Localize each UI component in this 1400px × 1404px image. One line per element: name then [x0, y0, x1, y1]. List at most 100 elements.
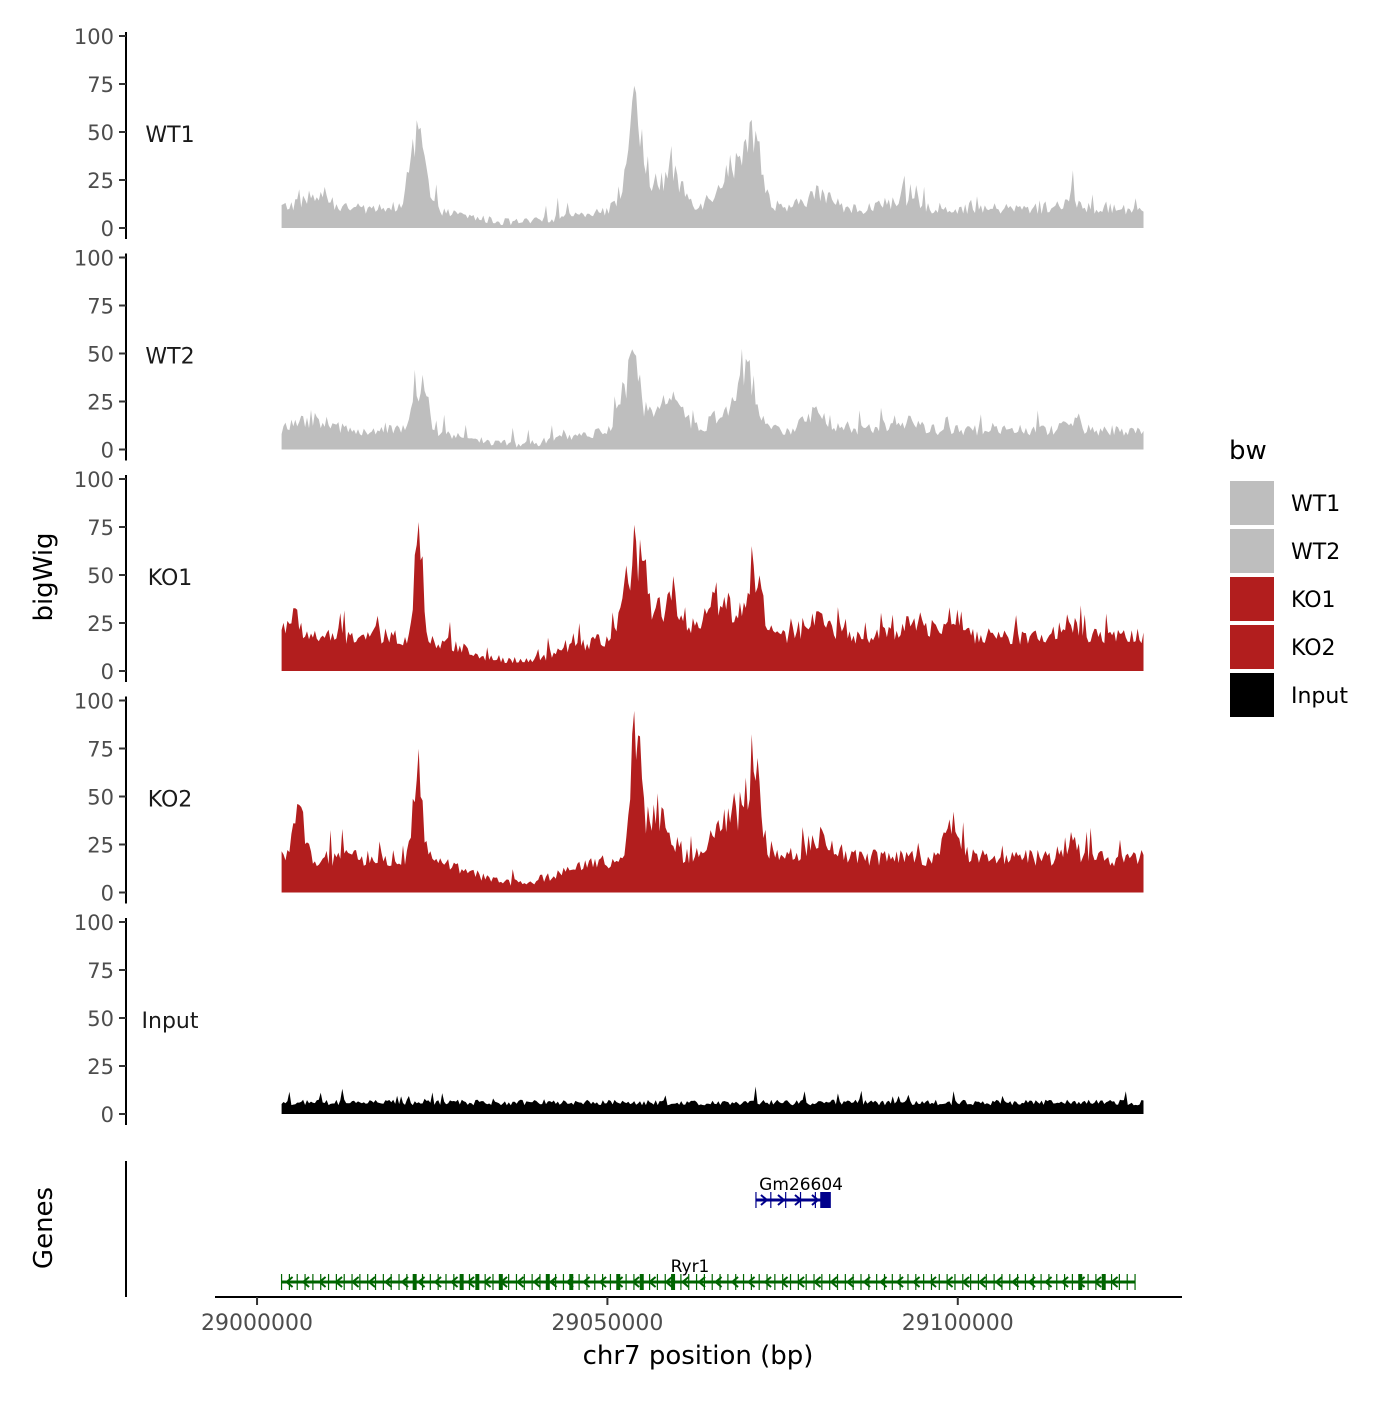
- exon: [954, 1274, 956, 1290]
- exon: [523, 1274, 525, 1290]
- exon: [844, 1274, 846, 1290]
- strand-arrow: [582, 1276, 591, 1288]
- strand-arrow: [285, 1276, 294, 1288]
- strand-arrow: [499, 1276, 508, 1288]
- legend-label-Input: Input: [1291, 684, 1348, 709]
- strand-arrow: [978, 1276, 987, 1288]
- y-tick-label: 0: [101, 660, 114, 684]
- strand-arrow: [961, 1276, 970, 1288]
- x-axis-title: chr7 position (bp): [583, 1341, 814, 1371]
- y-tick-label: 75: [87, 73, 114, 97]
- y-tick-label: 100: [74, 468, 114, 492]
- y-tick-label: 100: [74, 247, 114, 271]
- strand-arrow: [1060, 1276, 1069, 1288]
- strand-arrow: [829, 1276, 838, 1288]
- exon: [492, 1274, 494, 1290]
- y-tick-label: 50: [87, 121, 114, 145]
- strand-arrow: [780, 1276, 789, 1288]
- exon: [891, 1274, 893, 1290]
- y-tick-label: 100: [74, 25, 114, 49]
- exon: [742, 1274, 745, 1290]
- genes-axis-title: Genes: [29, 1187, 59, 1269]
- strand-arrow: [813, 1276, 822, 1288]
- strand-arrow: [549, 1276, 558, 1288]
- exon: [711, 1274, 713, 1290]
- exon: [304, 1274, 306, 1290]
- y-tick-label: 25: [87, 169, 114, 193]
- exon: [586, 1274, 588, 1290]
- y-tick-label: 75: [87, 959, 114, 983]
- strand-arrow: [1110, 1276, 1119, 1288]
- y-tick-label: 0: [101, 439, 114, 463]
- strand-arrow: [598, 1276, 607, 1288]
- exon: [876, 1274, 878, 1290]
- exon: [280, 1274, 283, 1290]
- gene-label: Gm26604: [759, 1175, 843, 1195]
- gene-annotations: Gm26604 Ryr1: [280, 1175, 1136, 1290]
- track-KO1: 0 25 50 75 100 KO1: [74, 468, 1144, 684]
- exon: [656, 1274, 659, 1290]
- signal-tracks: 0255075100WT10255075100WT20255075100KO10…: [74, 25, 1144, 1127]
- exon: [475, 1274, 480, 1290]
- y-tick-label: 75: [87, 516, 114, 540]
- exon: [1101, 1274, 1106, 1290]
- strand-arrow: [1027, 1276, 1036, 1288]
- exon: [814, 1192, 816, 1208]
- legend-swatch-WT1: [1230, 481, 1274, 525]
- exon: [555, 1274, 557, 1290]
- signal-area-KO1: [281, 522, 1144, 671]
- exon: [836, 1274, 839, 1290]
- exon: [625, 1274, 627, 1290]
- strand-arrow: [417, 1276, 426, 1288]
- exon: [437, 1274, 439, 1290]
- strand-arrow: [400, 1276, 409, 1288]
- strand-arrow: [433, 1276, 442, 1288]
- strand-arrow: [747, 1276, 756, 1288]
- gene-Ryr1: Ryr1: [280, 1257, 1136, 1290]
- legend-label-WT1: WT1: [1291, 492, 1340, 517]
- exon: [421, 1274, 424, 1290]
- exon: [915, 1274, 917, 1290]
- exon: [938, 1274, 940, 1290]
- strand-arrow: [811, 1194, 820, 1206]
- exon: [562, 1274, 565, 1290]
- strand-arrow: [912, 1276, 921, 1288]
- strand-arrow: [1093, 1276, 1102, 1288]
- exon: [406, 1274, 408, 1290]
- strand-arrow: [945, 1276, 954, 1288]
- exon: [616, 1274, 621, 1290]
- legend-swatch-KO2: [1230, 625, 1274, 669]
- y-tick-label: 0: [101, 1103, 114, 1127]
- strand-arrow: [763, 1276, 772, 1288]
- exon: [735, 1274, 737, 1290]
- y-tick-label: 50: [87, 343, 114, 367]
- y-tick-label: 75: [87, 295, 114, 319]
- exon: [343, 1274, 345, 1290]
- exon: [766, 1274, 768, 1290]
- exon: [429, 1274, 431, 1290]
- track-Input: 0 25 50 75 100 Input: [74, 911, 1144, 1127]
- strand-arrow: [466, 1276, 475, 1288]
- signal-area-WT2: [281, 348, 1144, 450]
- strand-arrow: [483, 1276, 492, 1288]
- exon: [398, 1274, 400, 1290]
- strand-arrow: [351, 1276, 360, 1288]
- strand-arrow: [367, 1276, 376, 1288]
- exon: [578, 1274, 580, 1290]
- exon: [1009, 1274, 1011, 1290]
- strand-arrow: [994, 1276, 1003, 1288]
- exon: [639, 1274, 644, 1290]
- track-label: WT1: [145, 123, 194, 148]
- y-tick-label: 100: [74, 690, 114, 714]
- strand-arrow: [615, 1276, 624, 1288]
- strand-arrow: [714, 1276, 723, 1288]
- strand-arrow: [516, 1276, 525, 1288]
- y-tick-label: 0: [101, 882, 114, 906]
- strand-arrow: [1011, 1276, 1020, 1288]
- exon: [312, 1274, 314, 1290]
- legend-swatch-KO1: [1230, 577, 1274, 621]
- exon: [390, 1274, 392, 1290]
- exon: [1016, 1274, 1019, 1290]
